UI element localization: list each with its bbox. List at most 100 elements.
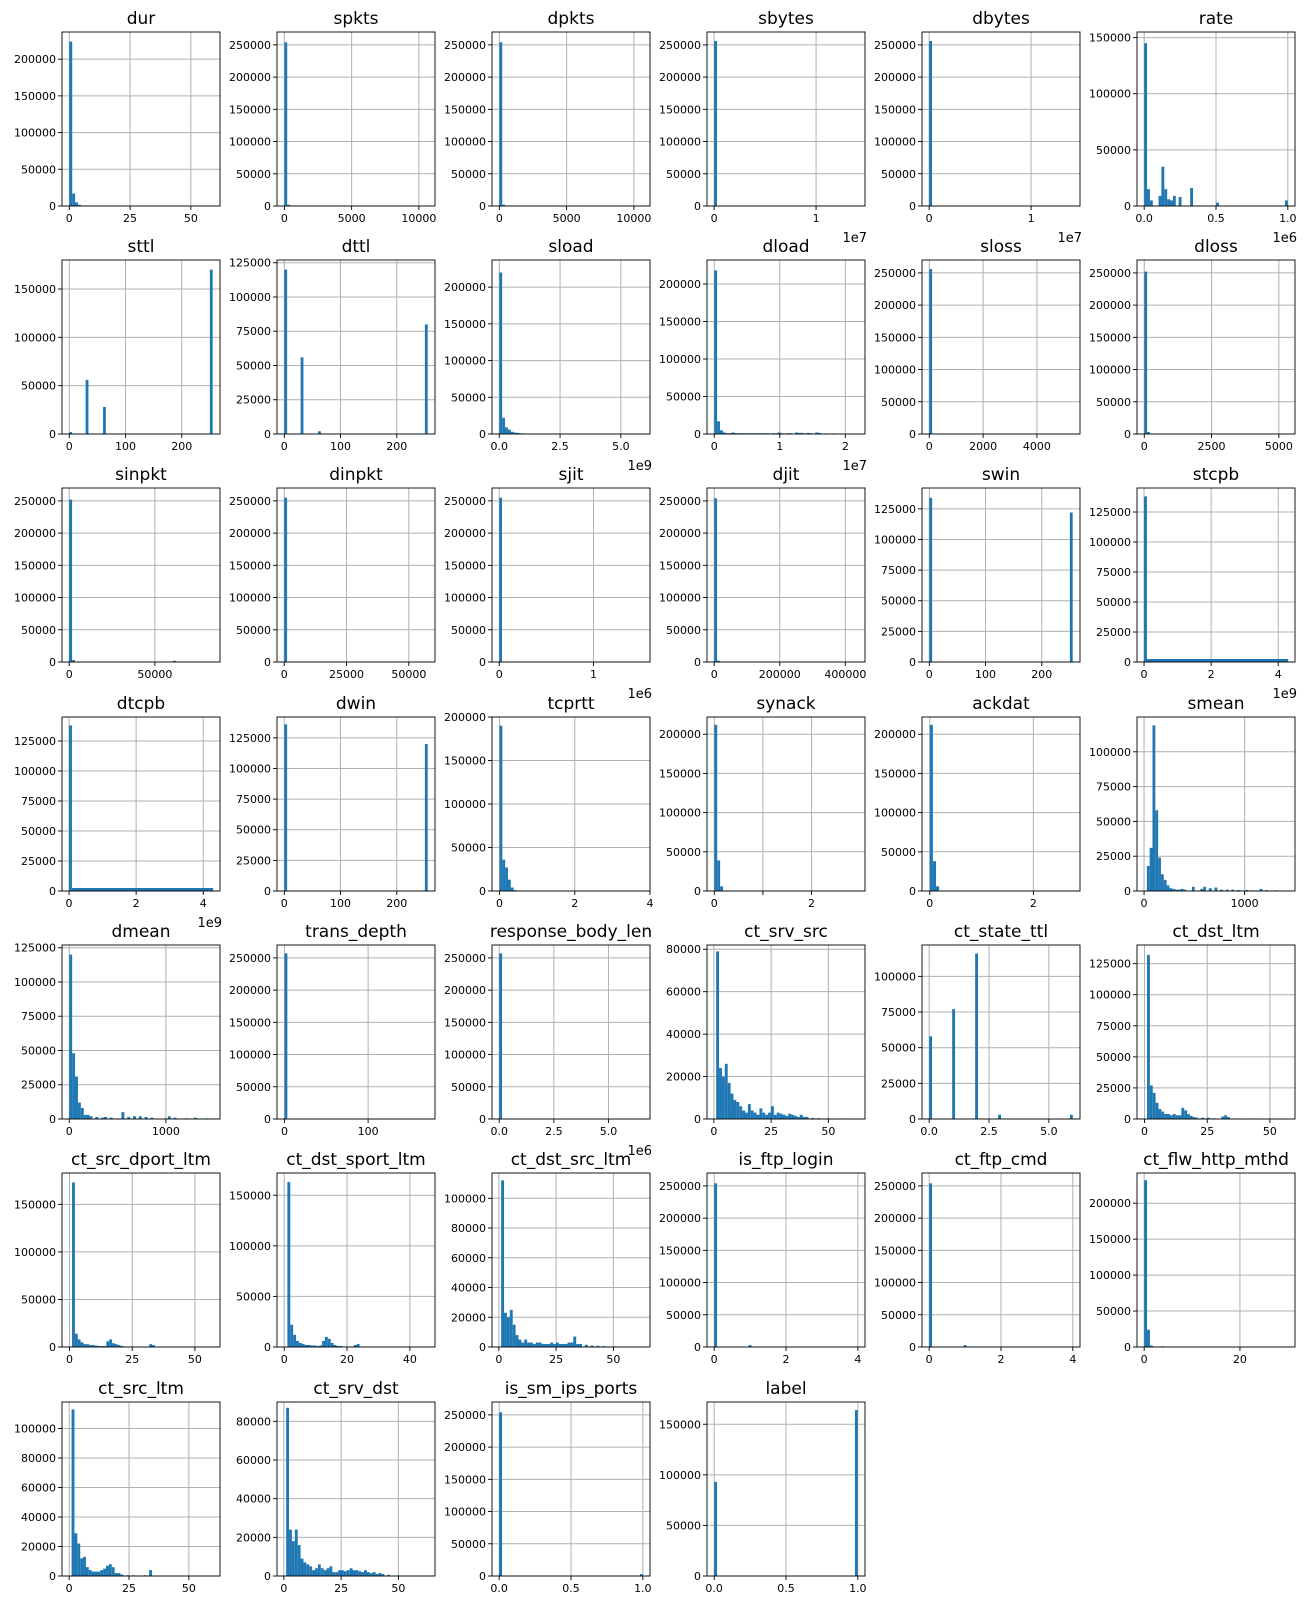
- subplot-title: is_sm_ips_ports: [505, 1379, 638, 1399]
- x-offset-label: 1e7: [842, 459, 867, 474]
- y-tick-label: 0: [694, 1570, 701, 1583]
- histogram-bar: [95, 1116, 99, 1119]
- histogram-bar: [71, 1409, 75, 1576]
- histogram-bar: [310, 1345, 314, 1347]
- histogram-bar: [92, 1345, 95, 1347]
- x-offset-label: 1e9: [1272, 687, 1297, 702]
- histogram-bar: [499, 953, 503, 1119]
- histogram-bar: [284, 724, 288, 891]
- histogram-bar: [1214, 887, 1218, 891]
- histogram-bar: [521, 1342, 525, 1347]
- histogram-bar: [1190, 188, 1194, 206]
- histogram-bar: [306, 1564, 310, 1576]
- y-tick-label: 0: [264, 656, 271, 669]
- axes-frame: [491, 31, 651, 207]
- y-tick-label: 250000: [229, 39, 271, 52]
- histogram-bar: [284, 497, 288, 662]
- histogram-bar: [811, 1117, 815, 1119]
- axes-frame: [61, 259, 221, 435]
- histogram-bar: [72, 193, 76, 206]
- axes-frame: [1136, 259, 1296, 435]
- histogram-bar: [144, 1116, 148, 1119]
- x-tick-label: 0: [926, 212, 933, 225]
- histogram-bar: [518, 1339, 522, 1347]
- histogram-bar: [298, 1342, 302, 1347]
- x-tick-label: 25: [123, 212, 137, 225]
- histogram-bar: [1167, 1114, 1170, 1119]
- y-tick-label: 50000: [236, 1290, 271, 1303]
- subplot-title: ct_src_ltm: [98, 1379, 184, 1399]
- y-tick-label: 0: [264, 1113, 271, 1126]
- y-tick-label: 75000: [1096, 781, 1131, 794]
- subplot-tcprtt: 0 2 4 0 50000 100000 150000 200000 tcprtt: [444, 694, 654, 910]
- subplot-title: swin: [982, 465, 1020, 485]
- axes-frame: [706, 259, 866, 435]
- histogram-bar: [329, 1566, 333, 1576]
- histogram-bar: [77, 1102, 81, 1119]
- y-tick-label: 100000: [874, 136, 916, 149]
- histogram-bar: [78, 204, 81, 206]
- y-tick-label: 0: [49, 656, 56, 669]
- histogram-bar: [94, 1571, 98, 1576]
- x-tick-label: 5000: [553, 212, 581, 225]
- histogram-bar: [327, 1338, 331, 1347]
- histogram-bar: [714, 1183, 718, 1347]
- y-tick-label: 0: [909, 885, 916, 898]
- histogram-bar: [317, 1564, 321, 1576]
- y-tick-label: 100000: [229, 1049, 271, 1062]
- y-tick-label: 150000: [444, 1016, 486, 1029]
- y-tick-label: 100000: [444, 355, 486, 368]
- y-tick-label: 100000: [229, 762, 271, 775]
- histogram-bar: [510, 431, 514, 434]
- histogram-bar: [1167, 199, 1171, 206]
- histogram-bar: [287, 204, 291, 206]
- y-tick-label: 50000: [236, 1081, 271, 1094]
- y-tick-label: 200000: [659, 728, 701, 741]
- histogram-bar: [88, 1570, 92, 1576]
- histogram-bar: [346, 1570, 350, 1576]
- histogram-bar: [1152, 725, 1156, 891]
- y-tick-label: 150000: [229, 559, 271, 572]
- x-tick-label: 0: [66, 1582, 73, 1595]
- x-offset-label: 1e9: [197, 916, 222, 931]
- histogram-bar: [1221, 1116, 1225, 1119]
- y-tick-label: 0: [909, 1341, 916, 1354]
- histogram-bar: [717, 660, 720, 662]
- subplot-title: ct_dst_src_ltm: [511, 1150, 632, 1170]
- subplot-sload: 0.0 2.5 5.0 0 50000 100000 150000 200000 sload 1e…: [444, 237, 652, 474]
- axes-frame: [61, 1401, 221, 1577]
- subplot-title: dpkts: [548, 9, 595, 29]
- y-tick-label: 200000: [659, 527, 701, 540]
- subplot-title: dinpkt: [329, 465, 383, 485]
- x-tick-label: 0: [281, 897, 288, 910]
- histogram-bar: [150, 1117, 154, 1119]
- histogram-bar: [1144, 43, 1148, 207]
- histogram-bar: [83, 1114, 87, 1119]
- x-tick-label: 50: [188, 1353, 202, 1366]
- histogram-bar: [1161, 1111, 1165, 1119]
- histogram-bar: [77, 1543, 81, 1576]
- y-tick-label: 250000: [1089, 267, 1131, 280]
- histogram-bar: [929, 724, 933, 891]
- subplot-title: sttl: [128, 237, 155, 257]
- histogram-bar: [1069, 1114, 1073, 1119]
- y-tick-label: 50000: [881, 1309, 916, 1322]
- x-tick-label: 0.0: [1135, 212, 1153, 225]
- x-tick-label: 0.5: [562, 1582, 580, 1595]
- histogram-bar: [719, 430, 723, 434]
- x-tick-label: 25: [122, 1582, 136, 1595]
- histogram-bar: [284, 42, 288, 206]
- subplot-title: dload: [762, 237, 809, 257]
- histogram-bar: [284, 269, 288, 434]
- x-tick-label: 2500: [1198, 440, 1226, 453]
- histogram-bar: [854, 1410, 858, 1576]
- histogram-bar: [1183, 889, 1187, 891]
- histogram-bar: [515, 1335, 519, 1347]
- y-tick-label: 0: [264, 428, 271, 441]
- y-tick-label: 75000: [881, 564, 916, 577]
- y-tick-label: 150000: [444, 559, 486, 572]
- histogram-bar: [1181, 1107, 1185, 1119]
- x-tick-label: 0: [1141, 1353, 1148, 1366]
- subplot-title: ct_srv_dst: [313, 1379, 399, 1399]
- histogram-bar: [553, 1344, 556, 1347]
